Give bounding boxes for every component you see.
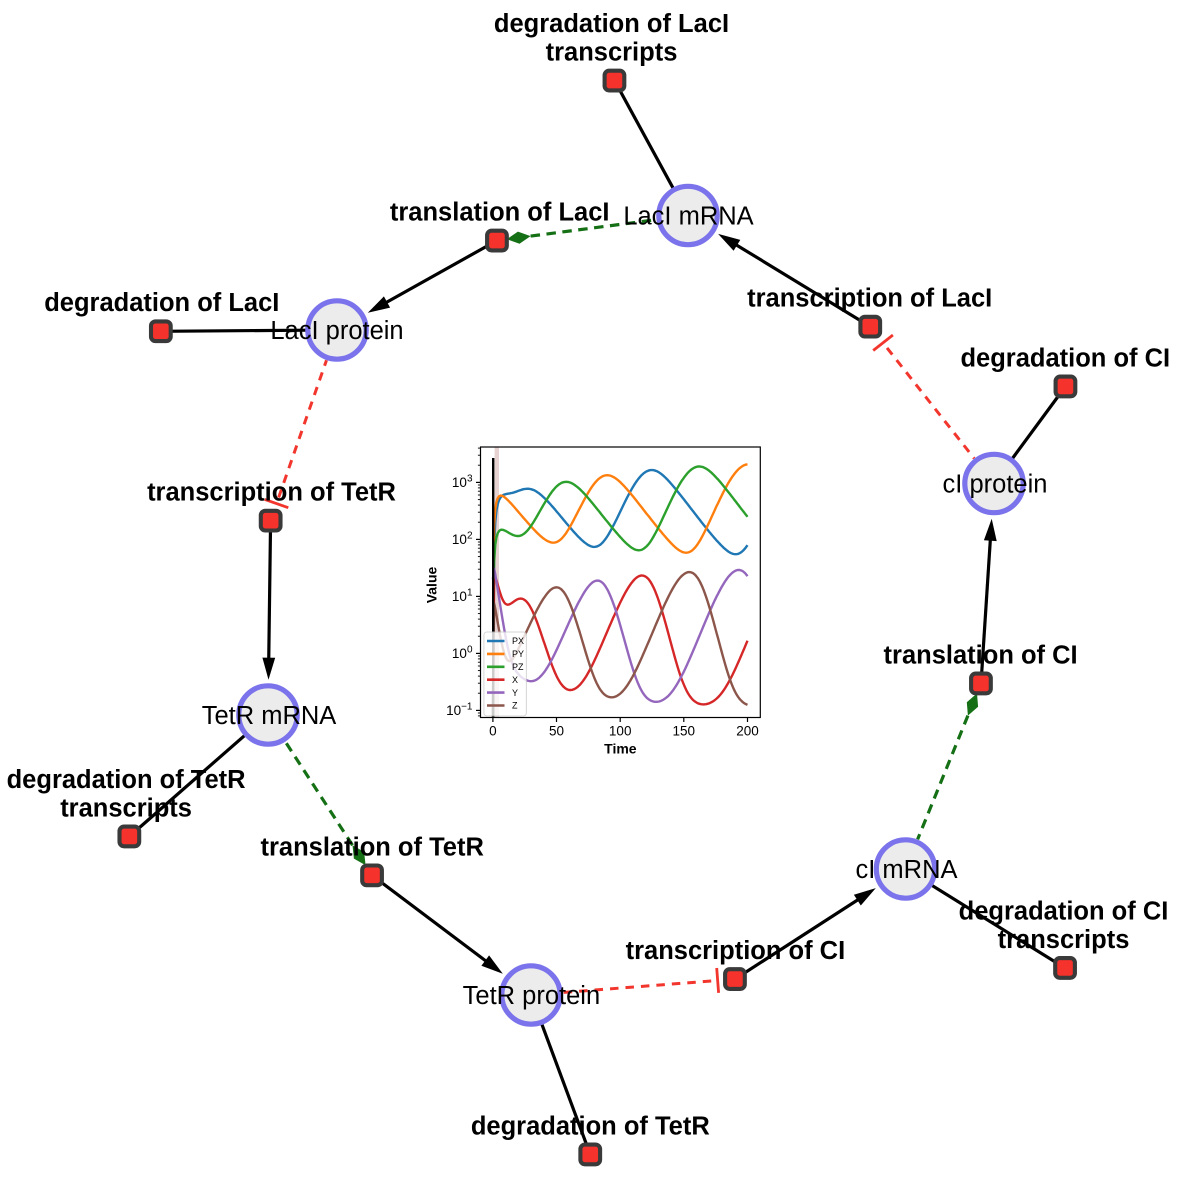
svg-text:TetR mRNA: TetR mRNA [202, 702, 337, 730]
svg-text:translation of LacI: translation of LacI [390, 198, 610, 226]
svg-text:transcription of LacI: transcription of LacI [747, 284, 992, 312]
svg-text:100: 100 [609, 724, 632, 739]
svg-text:degradation of TetR: degradation of TetR [7, 766, 246, 794]
svg-text:PY: PY [512, 649, 524, 659]
svg-text:transcripts: transcripts [60, 794, 192, 822]
svg-text:150: 150 [673, 724, 696, 739]
svg-text:cI protein: cI protein [943, 470, 1048, 498]
svg-text:transcripts: transcripts [546, 38, 678, 66]
svg-text:LacI protein: LacI protein [270, 317, 403, 345]
svg-text:degradation of LacI: degradation of LacI [494, 10, 729, 38]
svg-text:50: 50 [549, 724, 564, 739]
svg-text:degradation of TetR: degradation of TetR [471, 1112, 710, 1140]
svg-text:translation of CI: translation of CI [884, 641, 1078, 669]
svg-text:Z: Z [512, 701, 518, 711]
svg-text:Time: Time [604, 741, 637, 757]
svg-text:degradation of CI: degradation of CI [960, 344, 1170, 372]
svg-text:degradation of CI: degradation of CI [959, 897, 1169, 925]
svg-text:PX: PX [512, 636, 524, 646]
svg-text:Value: Value [424, 567, 440, 604]
svg-text:transcription of TetR: transcription of TetR [147, 478, 396, 506]
svg-text:translation of TetR: translation of TetR [261, 833, 484, 861]
svg-text:degradation of LacI: degradation of LacI [44, 289, 279, 317]
svg-text:transcription of CI: transcription of CI [626, 937, 846, 965]
svg-text:TetR protein: TetR protein [463, 982, 601, 1010]
svg-text:LacI mRNA: LacI mRNA [623, 202, 753, 230]
svg-text:X: X [512, 675, 518, 685]
svg-text:0: 0 [489, 724, 497, 739]
svg-text:transcripts: transcripts [998, 926, 1130, 954]
svg-text:cI mRNA: cI mRNA [856, 856, 958, 884]
svg-text:PZ: PZ [512, 662, 524, 672]
svg-text:Y: Y [512, 688, 518, 698]
svg-text:200: 200 [736, 724, 759, 739]
